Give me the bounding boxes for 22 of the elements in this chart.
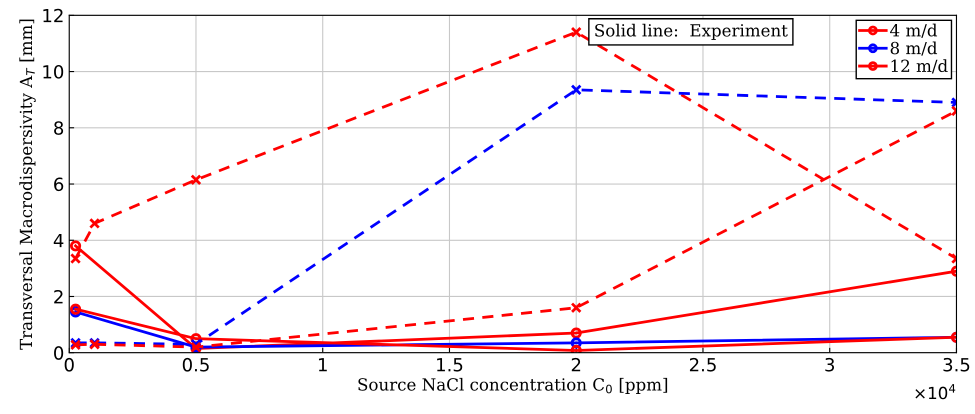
x-tick-label: 3 — [825, 358, 834, 372]
y-tick-label: 4 — [54, 234, 64, 248]
legend-label: 8 m/d — [890, 41, 938, 56]
y-tick-label: 6 — [54, 177, 64, 192]
y-axis-title: Transversal Macrodispersivity A$_{T}$ [mm] — [19, 20, 36, 350]
x-tick-label: 0.5 — [182, 358, 209, 372]
y-tick-label: 0 — [54, 346, 64, 360]
annotation: Solid line: Experiment — [595, 24, 788, 40]
x-tick-label: 3.5 — [943, 358, 970, 372]
y-tick-label: 12 — [43, 8, 63, 22]
x-tick-label: 1.5 — [437, 358, 462, 372]
x-tick-label: 1 — [318, 358, 327, 372]
y-tick-label: 8 — [54, 121, 64, 135]
legend-label: 4 m/d — [890, 24, 938, 38]
text: ×10$^{4}$ — [915, 384, 956, 400]
x-tick-label: 2 — [572, 358, 580, 372]
legend-label: 12 m/d — [892, 59, 948, 74]
x-axis-title: Source NaCl concentration C$_{0}$ [ppm] — [358, 378, 668, 394]
x-tick-label: 2.5 — [690, 358, 716, 372]
x-tick-label: 0 — [64, 358, 74, 372]
y-tick-label: 2 — [54, 290, 63, 304]
y-tick-label: 10 — [43, 65, 64, 79]
